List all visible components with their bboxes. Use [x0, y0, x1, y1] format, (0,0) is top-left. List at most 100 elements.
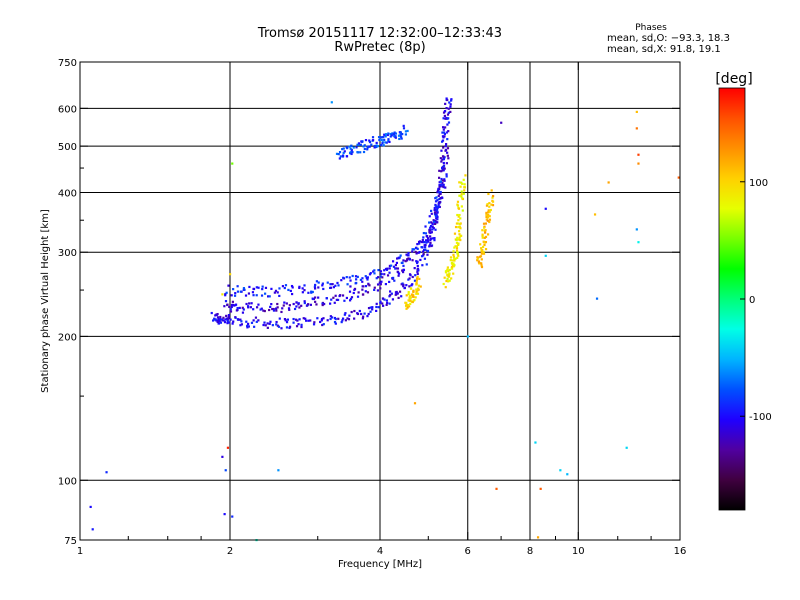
trace-point: [319, 320, 322, 324]
trace-point: [419, 258, 422, 262]
trace-point: [446, 151, 449, 154]
trace-point: [439, 180, 443, 183]
trace-point: [390, 134, 393, 137]
trace-point: [252, 287, 256, 291]
trace-point: [298, 286, 301, 290]
trace-point: [366, 315, 369, 318]
trace-point: [429, 224, 433, 228]
trace-point: [291, 286, 294, 289]
trace-point: [361, 288, 364, 291]
trace-point: [359, 143, 362, 146]
trace-point: [252, 294, 255, 297]
trace-point: [334, 317, 337, 321]
trace-point: [312, 323, 316, 326]
trace-point: [411, 259, 414, 262]
trace-point: [321, 302, 324, 305]
scatter-point: [544, 254, 547, 257]
trace-point: [370, 143, 373, 146]
trace-point: [447, 270, 450, 273]
trace-point: [444, 143, 448, 146]
trace-point: [449, 110, 452, 114]
trace-point: [405, 259, 409, 262]
trace-point: [415, 277, 419, 280]
trace-point: [252, 319, 255, 322]
trace-point: [224, 300, 228, 303]
trace-point: [217, 317, 220, 321]
trace-point: [239, 290, 242, 293]
trace-point: [402, 259, 405, 262]
trace-point: [482, 250, 485, 253]
trace-point: [488, 220, 491, 224]
trace-point: [394, 293, 397, 296]
trace-point: [275, 323, 278, 326]
trace-point: [247, 292, 251, 295]
trace-point: [460, 234, 463, 237]
trace-point: [276, 306, 279, 309]
trace-point: [231, 300, 234, 303]
trace-point: [337, 153, 340, 156]
trace-point: [486, 203, 489, 206]
trace-point: [484, 235, 488, 239]
trace-point: [388, 267, 391, 270]
trace-point: [429, 226, 432, 229]
trace-point: [366, 145, 369, 149]
trace-point: [486, 215, 489, 218]
trace-point: [212, 319, 215, 322]
trace-point: [361, 317, 364, 320]
trace-point: [485, 204, 489, 207]
x-tick-label: 1: [77, 546, 83, 557]
trace-point: [375, 302, 378, 305]
trace-point: [320, 319, 323, 322]
y-axis-label: Stationary phase Virtual Height [km]: [40, 209, 51, 393]
trace-point: [359, 278, 363, 281]
trace-point: [232, 288, 235, 291]
trace-point: [411, 283, 414, 286]
trace-point: [437, 191, 441, 194]
trace-point: [375, 141, 378, 145]
trace-point: [388, 271, 391, 274]
trace-point: [322, 287, 325, 291]
trace-point: [224, 292, 227, 296]
trace-point: [437, 176, 441, 179]
trace-point: [217, 319, 220, 322]
trace-point: [481, 234, 484, 237]
trace-point: [241, 311, 245, 314]
trace-point: [394, 267, 397, 270]
trace-point: [444, 145, 447, 148]
trace-point: [227, 284, 230, 287]
trace-point: [458, 225, 461, 228]
trace-point: [460, 190, 463, 193]
trace-point: [444, 102, 447, 105]
trace-point: [414, 250, 417, 254]
trace-point: [371, 306, 374, 309]
trace-point: [455, 222, 459, 225]
trace-point: [488, 210, 491, 213]
scatter-point: [223, 513, 226, 516]
trace-point: [423, 241, 426, 244]
trace-point: [329, 283, 332, 286]
trace-point: [452, 255, 456, 258]
trace-point: [438, 201, 442, 204]
trace-point: [455, 249, 459, 252]
scatter-point: [593, 213, 597, 216]
trace-point: [426, 237, 430, 240]
trace-point: [445, 269, 449, 272]
trace-point: [330, 298, 333, 301]
trace-point: [436, 215, 439, 219]
trace-point: [303, 300, 306, 303]
trace-point: [449, 103, 452, 106]
trace-point: [416, 270, 419, 273]
trace-point: [461, 182, 464, 185]
trace-point: [314, 300, 317, 303]
trace-point: [443, 114, 446, 118]
trace-point: [349, 279, 352, 282]
trace-point: [399, 254, 402, 257]
trace-point: [447, 121, 451, 124]
trace-point: [408, 295, 412, 298]
trace-point: [379, 287, 382, 290]
trace-point: [285, 326, 289, 329]
trace-point: [460, 193, 463, 196]
trace-point: [401, 270, 405, 274]
trace-point: [431, 225, 434, 228]
trace-point: [488, 205, 491, 208]
